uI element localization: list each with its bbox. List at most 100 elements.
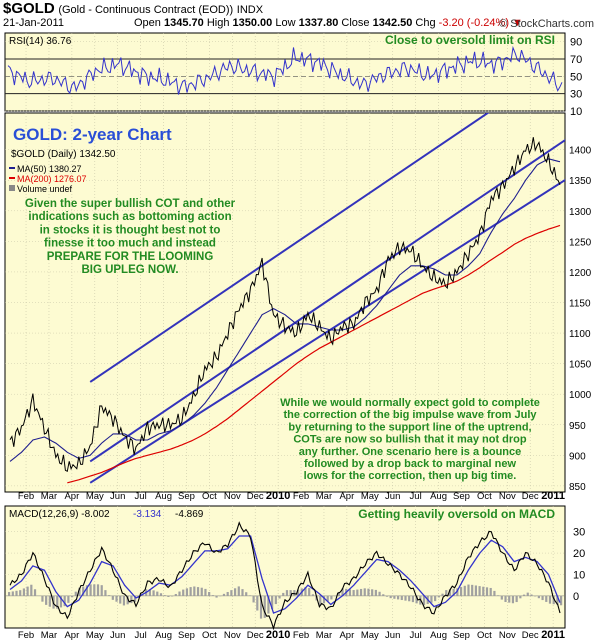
macd-histogram-bar [63,595,66,607]
correction-annotation-line: any further. One scenario here is a boun… [299,446,522,458]
macd-histogram-bar [163,595,166,596]
macd-histogram-bar [248,595,252,596]
rsi-annotation: Close to oversold limit on RSI [385,33,555,47]
macd-histogram-bar [285,590,289,596]
macd-histogram-bar [322,595,326,604]
macd-histogram-bar [267,595,270,614]
macd-histogram-bar [289,590,292,596]
macd-histogram-bar [504,595,507,602]
macd-histogram-bar [478,586,481,596]
date-text: 21-Jan-2011 [3,17,64,29]
macd-histogram-bar [471,584,474,596]
macd-histogram-bar [389,595,392,599]
macd-histogram-bar [196,587,200,596]
macd-histogram-bar [337,591,340,596]
price-y-tick-label: 1200 [569,268,592,279]
macd-histogram-bar [33,589,37,596]
macd-histogram-bar [519,595,522,599]
price-x-tick-label: Aug [430,491,447,502]
price-x-tick-label: Jul [410,491,422,502]
macd-histogram-bar [448,589,452,596]
macd-histogram-bar [130,595,133,604]
macd-histogram-bar [56,595,59,609]
macd-histogram-bar [30,584,33,596]
macd-histogram-bar [341,588,344,596]
macd-histogram-bar [74,591,77,596]
macd-histogram-bar [271,595,274,610]
high-value: 1350.00 [232,17,273,29]
price-x-tick-label: Jun [110,491,125,502]
trend-line-middle [89,138,565,463]
macd-histogram-bar [556,595,559,605]
macd-histogram-bar [45,595,48,605]
macd-histogram-bar [530,594,533,596]
macd-histogram-bar [241,589,244,596]
macd-histogram-bar [367,588,370,596]
high-label: High [206,17,230,29]
price-x-tick-label: Dec [522,491,539,502]
macd-histogram-bar [185,588,189,596]
macd-histogram-bar [404,595,407,601]
macd-x-tick-label: Apr [339,630,354,641]
macd-histogram-bar [189,587,192,596]
macd-x-tick-label: Sep [453,630,470,641]
rsi-y-tick-label: 70 [570,54,582,66]
macd-x-tick-label: Aug [430,630,447,641]
macd-histogram-bar [78,587,81,596]
price-legend-volume: Volume undef [17,184,73,194]
price-x-tick-label: Mar [41,491,57,502]
price-y-tick-label: 1300 [569,207,592,218]
macd-histogram-bar [526,592,529,596]
macd-histogram-bar [296,589,300,596]
price-x-tick-label: Aug [155,491,172,502]
macd-histogram-bar [437,595,440,598]
macd-histogram-bar [19,590,22,596]
macd-histogram-bar [534,595,537,597]
macd-histogram-bar [363,588,366,596]
price-y-tick-label: 900 [569,451,586,462]
macd-histogram-bar [256,595,259,611]
price-y-tick-label: 1400 [569,146,592,157]
macd-signal-line [9,535,561,614]
macd-histogram-bar [411,595,415,603]
price-y-tick-label: 1150 [569,299,591,310]
macd-histogram-bar [115,595,118,602]
macd-x-tick-label: Jul [410,630,422,641]
macd-histogram-bar [230,590,233,596]
price-x-tick-label: Nov [224,491,241,502]
macd-histogram-bar [459,587,463,596]
low-label: Low [275,17,296,29]
macd-histogram-bar [226,592,229,596]
macd-histogram-bar [208,592,211,596]
price-legend-symbol: $GOLD (Daily) 1342.50 [11,149,116,160]
macd-histogram-bar [408,595,411,602]
macd-histogram-bar [237,586,240,596]
rsi-line [7,45,563,95]
macd-histogram-bar [15,590,18,596]
price-x-tick-label: Sep [178,491,195,502]
volume-legend-swatch [9,185,15,191]
macd-histogram-bar [511,595,515,604]
macd-histogram-bar [37,595,40,596]
macd-histogram-bar [552,595,555,605]
macd-histogram-bar [108,595,111,596]
ohlc-readout: Open 1345.70 High 1350.00 Low 1337.80 Cl… [134,17,523,29]
macd-histogram-bar [96,584,100,596]
price-y-tick-label: 950 [569,421,586,432]
macd-histogram-bar [541,595,544,601]
macd-x-tick-label: Aug [155,630,172,641]
price-series-group [9,137,561,484]
macd-legend-signal: -3.134 [133,509,162,520]
macd-histogram-bar [522,594,526,596]
macd-histogram-bar [204,588,207,596]
macd-histogram-bar [326,595,329,602]
macd-histogram-bar [278,595,281,599]
macd-histogram-bar [508,595,511,603]
bullish-annotation-line: finesse it too much and instead [44,238,216,250]
macd-histogram-bar [441,593,444,596]
macd-histogram-bar [263,595,266,618]
price-x-tick-label: Oct [202,491,217,502]
close-value: 1342.50 [372,17,413,29]
macd-histogram-bar [545,595,548,602]
close-label: Close [341,17,370,29]
